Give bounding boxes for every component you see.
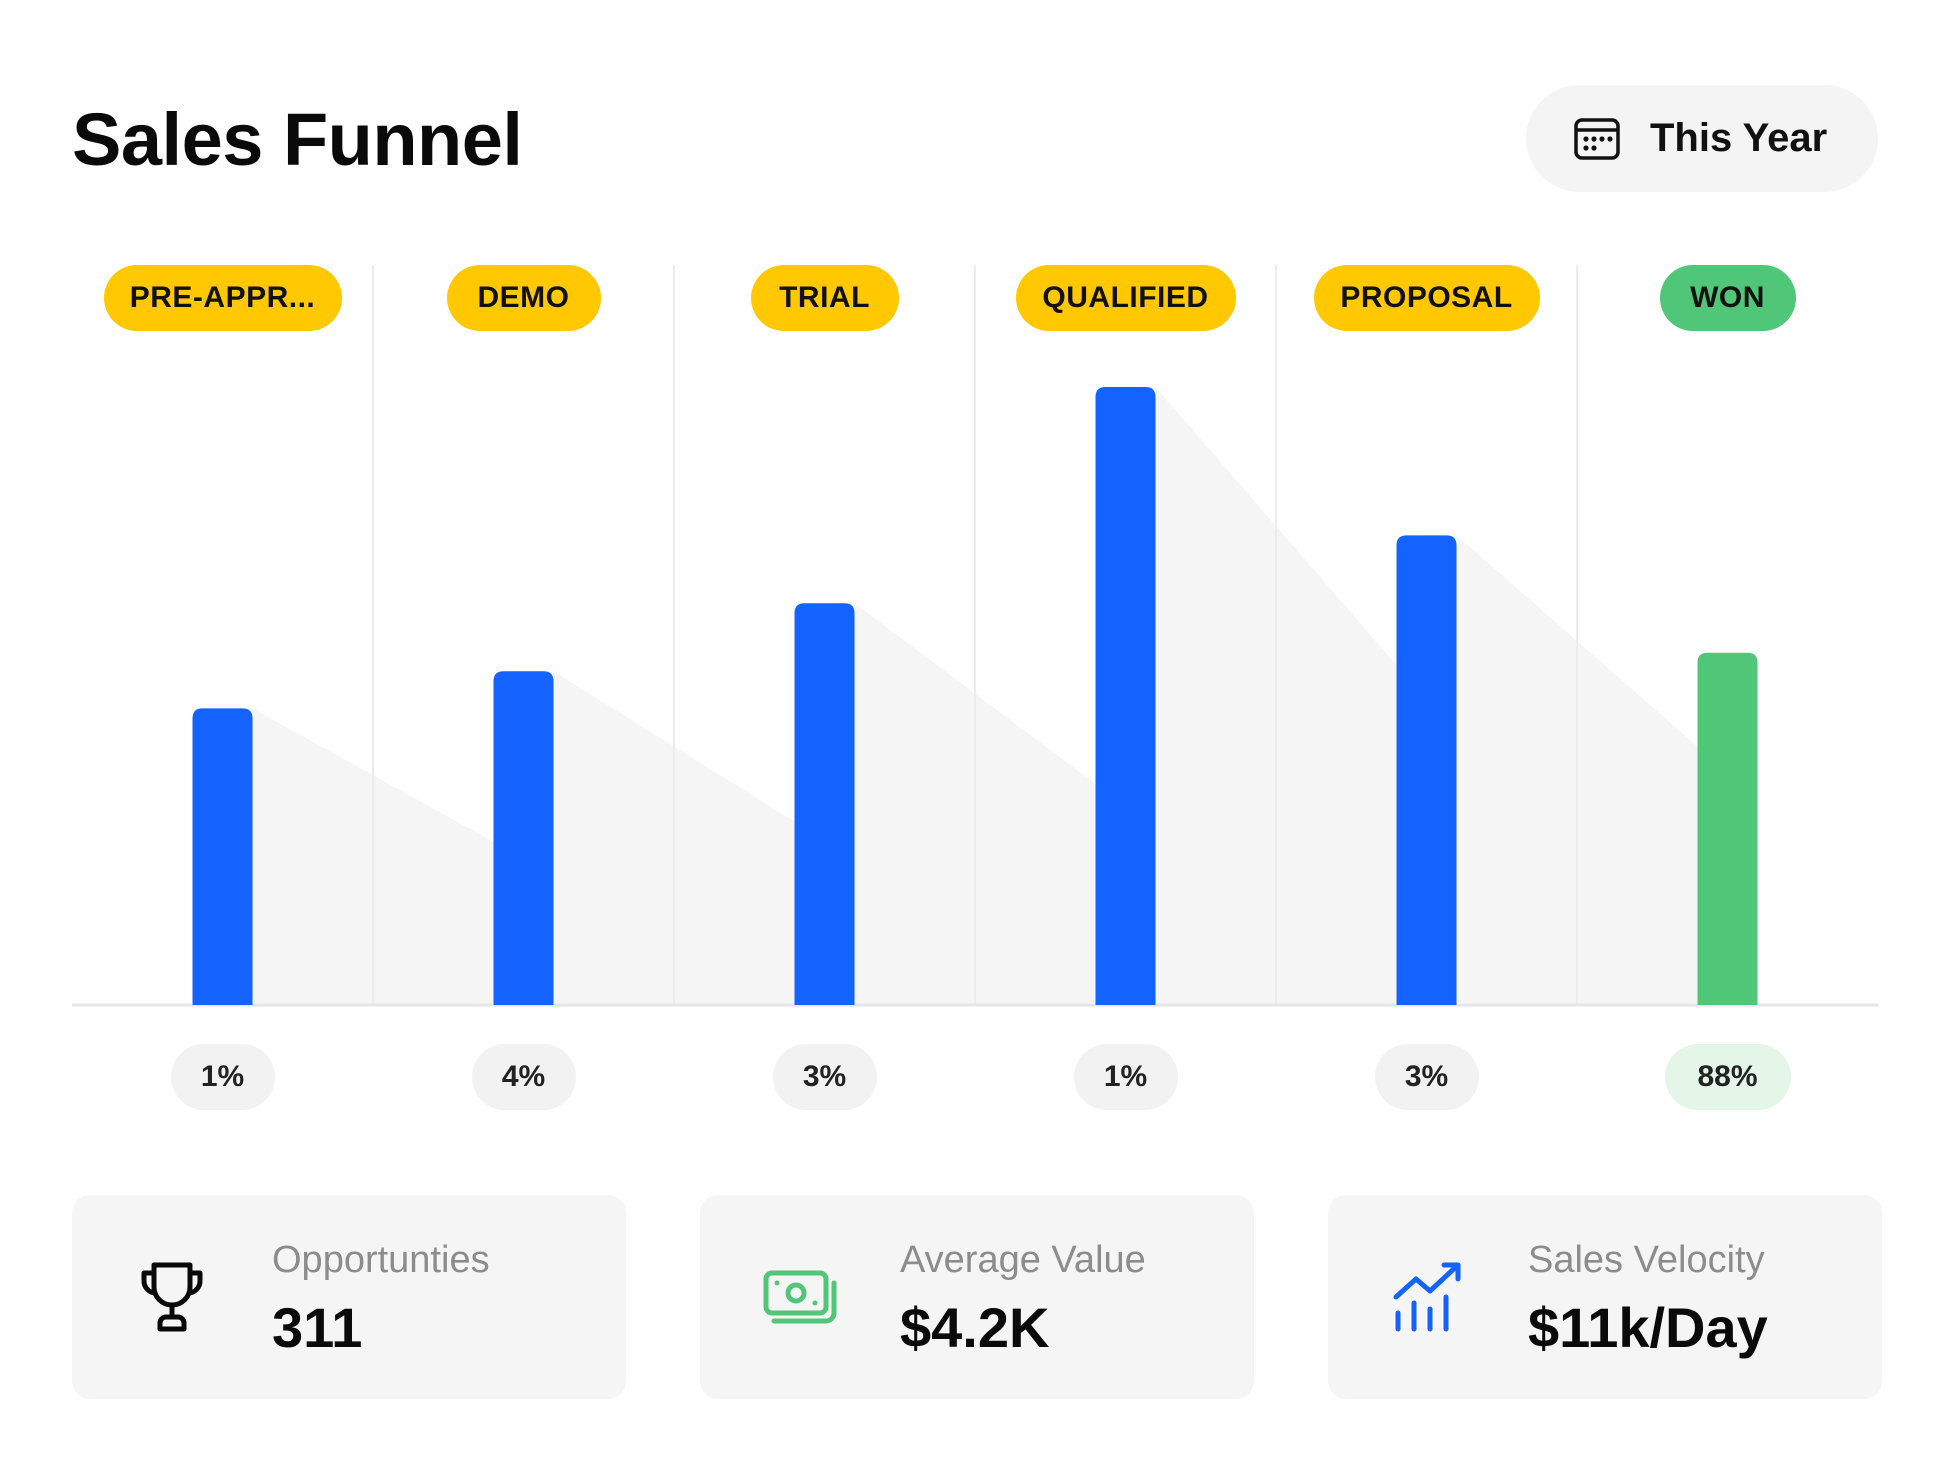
stat-card: Sales Velocity $11k/Day <box>1328 1195 1882 1399</box>
stat-value: $4.2K <box>900 1296 1050 1359</box>
funnel-chart: PRE-APPR... DEMO TRIAL QUALIFIED PROPOSAL WON… <box>72 265 1878 1110</box>
stage-label: WON <box>1659 265 1796 331</box>
money-icon <box>763 1270 837 1324</box>
stage-label: QUALIFIED <box>1015 265 1236 331</box>
bar-trial[interactable] <box>794 603 855 1005</box>
stat-label: Sales Velocity <box>1528 1239 1765 1281</box>
stage-label: PROPOSAL <box>1313 265 1540 331</box>
funnel-chart-svg <box>72 265 1878 1007</box>
conversion-rate: 1% <box>1073 1044 1178 1110</box>
stat-card: Average Value $4.2K <box>700 1195 1254 1399</box>
stat-value: $11k/Day <box>1528 1296 1768 1359</box>
trophy-icon <box>141 1262 203 1332</box>
stat-card: Opportunties 311 <box>72 1195 626 1399</box>
conversion-rate: 3% <box>1374 1044 1479 1110</box>
stage-label: TRIAL <box>750 265 899 331</box>
bar-pre-appr[interactable] <box>192 708 253 1005</box>
page-title: Sales Funnel <box>72 98 523 181</box>
period-selector-button[interactable]: This Year <box>1526 85 1878 192</box>
stage-label: DEMO <box>446 265 601 331</box>
calendar-icon <box>1574 117 1620 160</box>
conversion-rate: 4% <box>471 1044 576 1110</box>
stat-label: Opportunties <box>272 1239 490 1281</box>
bar-demo[interactable] <box>493 671 554 1005</box>
bar-proposal[interactable] <box>1396 535 1457 1005</box>
conversion-rate: 88% <box>1664 1044 1791 1110</box>
bar-qualified[interactable] <box>1095 387 1156 1005</box>
stat-value: 311 <box>272 1296 363 1359</box>
stat-label: Average Value <box>900 1239 1146 1281</box>
trend-chart-icon <box>1393 1262 1461 1332</box>
conversion-rate: 3% <box>772 1044 877 1110</box>
bar-won[interactable] <box>1697 652 1758 1005</box>
stage-label: PRE-APPR... <box>103 265 342 331</box>
conversion-rate: 1% <box>170 1044 275 1110</box>
period-label: This Year <box>1650 116 1828 160</box>
